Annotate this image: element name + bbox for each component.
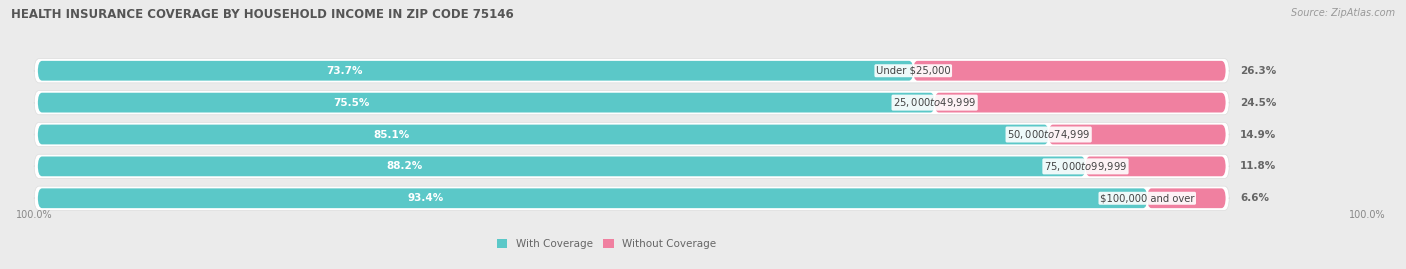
Text: $50,000 to $74,999: $50,000 to $74,999 <box>1007 128 1090 141</box>
FancyBboxPatch shape <box>38 61 914 81</box>
FancyBboxPatch shape <box>34 59 1229 83</box>
Text: 100.0%: 100.0% <box>17 210 53 220</box>
Text: $100,000 and over: $100,000 and over <box>1099 193 1195 203</box>
Text: 26.3%: 26.3% <box>1240 66 1277 76</box>
Text: 73.7%: 73.7% <box>326 66 363 76</box>
FancyBboxPatch shape <box>914 61 1226 81</box>
Text: 14.9%: 14.9% <box>1240 129 1277 140</box>
FancyBboxPatch shape <box>34 186 1229 210</box>
Text: HEALTH INSURANCE COVERAGE BY HOUSEHOLD INCOME IN ZIP CODE 75146: HEALTH INSURANCE COVERAGE BY HOUSEHOLD I… <box>11 8 515 21</box>
FancyBboxPatch shape <box>1085 157 1226 176</box>
FancyBboxPatch shape <box>38 125 1049 144</box>
FancyBboxPatch shape <box>38 93 935 112</box>
Text: 24.5%: 24.5% <box>1240 98 1277 108</box>
Text: 100.0%: 100.0% <box>1350 210 1386 220</box>
Text: Source: ZipAtlas.com: Source: ZipAtlas.com <box>1291 8 1395 18</box>
Text: 11.8%: 11.8% <box>1240 161 1277 171</box>
FancyBboxPatch shape <box>38 188 1147 208</box>
Text: 85.1%: 85.1% <box>374 129 409 140</box>
FancyBboxPatch shape <box>1049 125 1226 144</box>
FancyBboxPatch shape <box>34 122 1229 147</box>
Text: 93.4%: 93.4% <box>408 193 444 203</box>
FancyBboxPatch shape <box>34 154 1229 179</box>
FancyBboxPatch shape <box>38 157 1085 176</box>
FancyBboxPatch shape <box>935 93 1226 112</box>
FancyBboxPatch shape <box>34 90 1229 115</box>
Text: $75,000 to $99,999: $75,000 to $99,999 <box>1043 160 1128 173</box>
Text: 6.6%: 6.6% <box>1240 193 1268 203</box>
Text: 88.2%: 88.2% <box>387 161 423 171</box>
Text: 75.5%: 75.5% <box>333 98 370 108</box>
FancyBboxPatch shape <box>1147 188 1226 208</box>
Legend: With Coverage, Without Coverage: With Coverage, Without Coverage <box>494 235 720 253</box>
Text: Under $25,000: Under $25,000 <box>876 66 950 76</box>
Text: $25,000 to $49,999: $25,000 to $49,999 <box>893 96 976 109</box>
